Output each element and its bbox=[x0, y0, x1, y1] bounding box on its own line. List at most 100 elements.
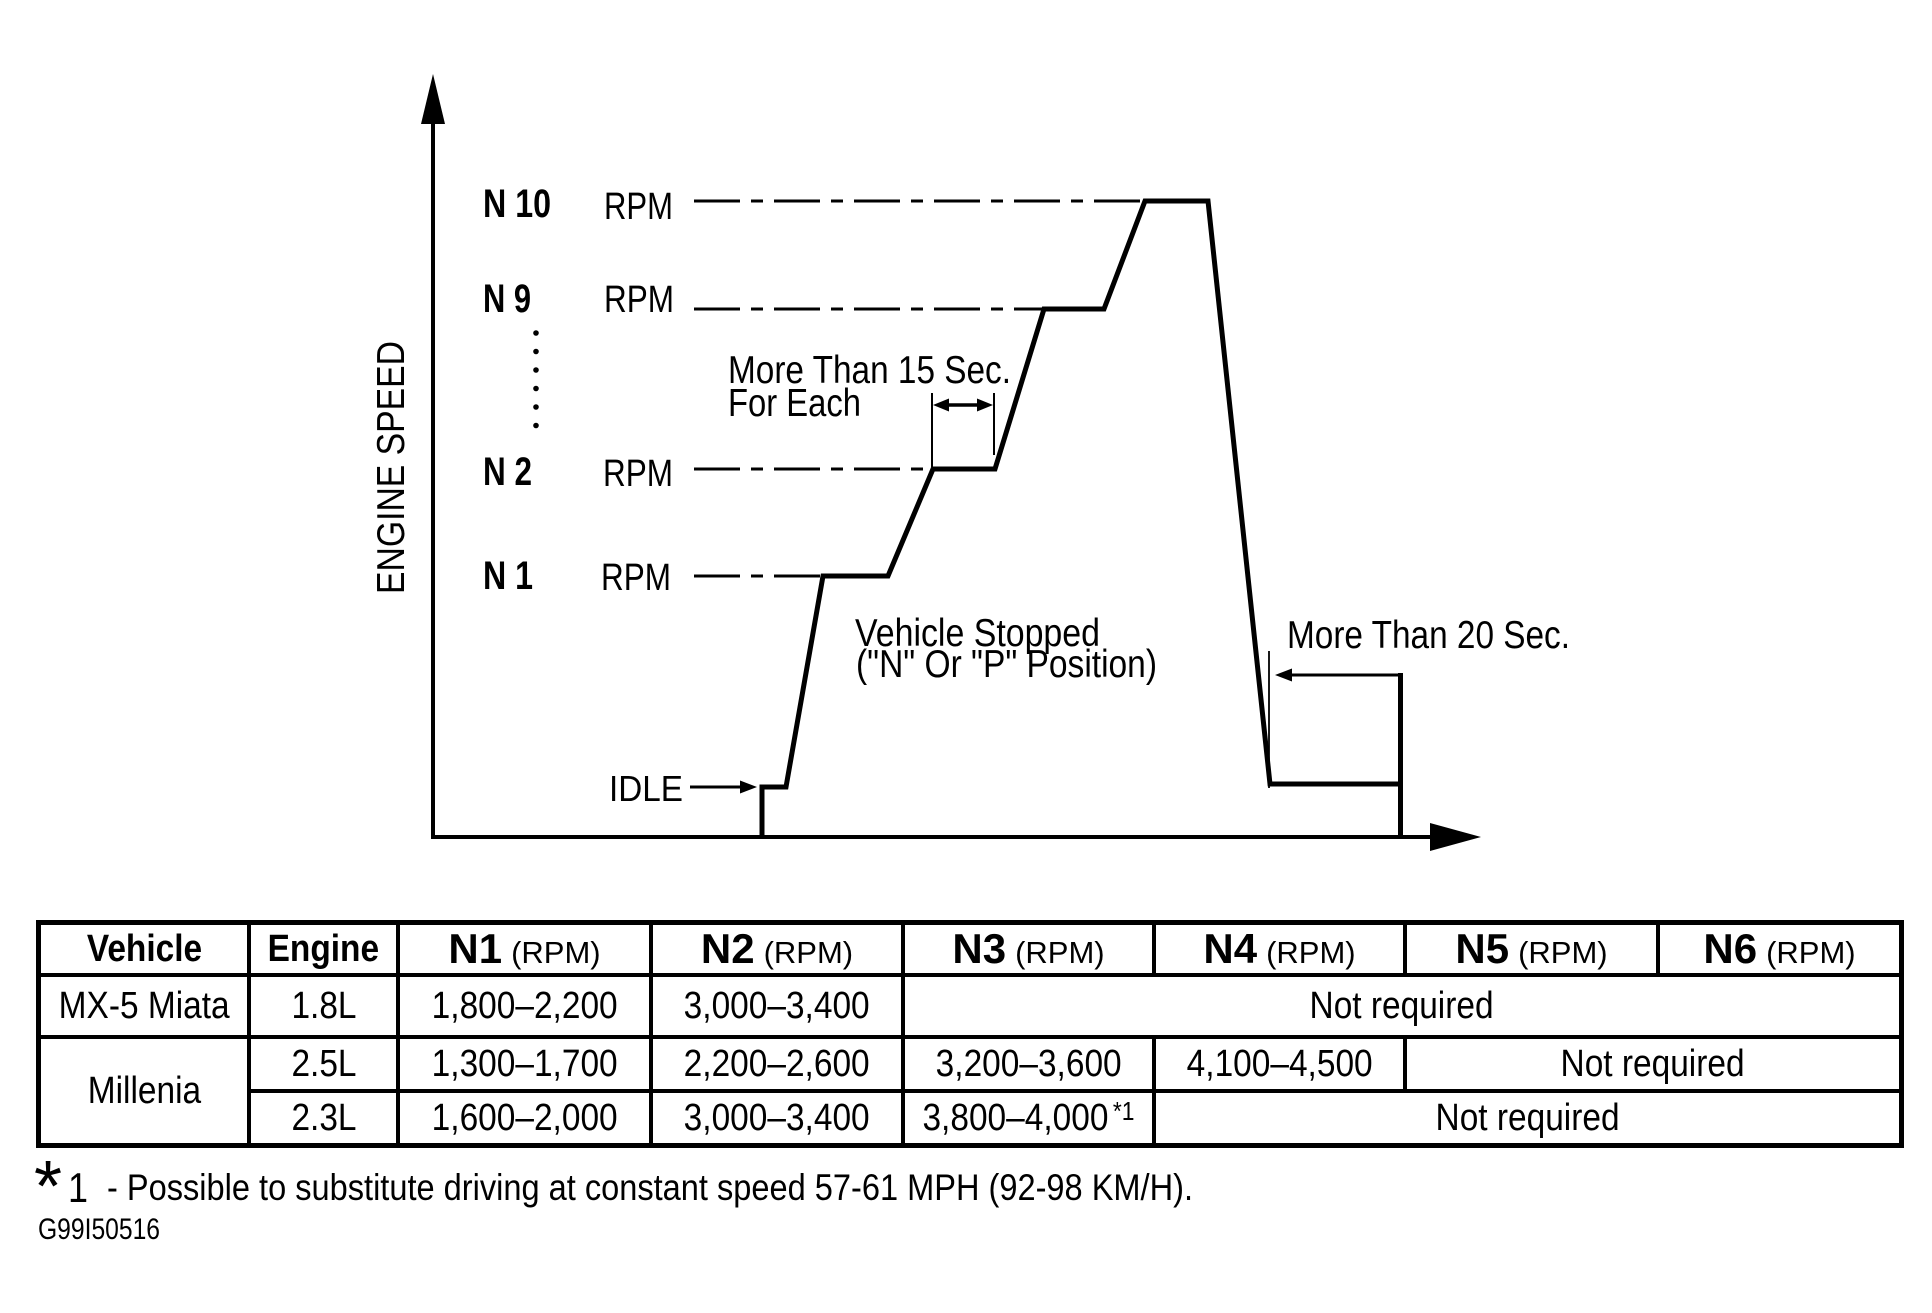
label-n9-unit: RPM bbox=[604, 279, 674, 321]
idle-arrowhead bbox=[740, 780, 757, 794]
step-hold-label-line2: For Each bbox=[728, 382, 861, 425]
step-hold-annotation: More Than 15 Sec. For Each bbox=[728, 349, 1011, 467]
header-n3: N3 (RPM) bbox=[901, 920, 1156, 977]
cell-millenia23-n3: 3,800–4,000 *1 bbox=[901, 1088, 1156, 1148]
cell-mx5-n3-n6: Not required bbox=[901, 972, 1904, 1039]
table-row-millenia-25: Millenia 2.5L 1,300–1,700 2,200–2,600 3,… bbox=[36, 1034, 1904, 1148]
y-axis-label: ENGINE SPEED bbox=[370, 341, 413, 594]
vehicle-stopped-line2: ("N" Or "P" Position) bbox=[856, 643, 1157, 686]
header-n4-label: N4 (RPM) bbox=[1203, 924, 1356, 972]
ellipsis-dot bbox=[533, 330, 539, 336]
header-n5: N5 (RPM) bbox=[1403, 920, 1660, 977]
vehicle-stopped-annotation: Vehicle Stopped ("N" Or "P" Position) bbox=[855, 612, 1157, 686]
millenia23-engine-text: 2.3L bbox=[290, 1096, 357, 1139]
idle-label: IDLE bbox=[609, 768, 683, 809]
header-n2: N2 (RPM) bbox=[649, 920, 905, 977]
y-axis-arrowhead bbox=[421, 74, 445, 124]
mx5-n3-n6-text: Not required bbox=[1309, 984, 1495, 1027]
header-n2-label: N2 (RPM) bbox=[700, 924, 853, 972]
millenia23-n3-text: 3,800–4,000 *1 bbox=[922, 1095, 1135, 1139]
label-n10-unit: RPM bbox=[604, 186, 673, 228]
footnote: * 1 - Possible to substitute driving at … bbox=[34, 1147, 1193, 1227]
label-n1: N 1 bbox=[483, 554, 533, 598]
header-n4-code: N4 bbox=[1203, 924, 1258, 972]
header-n1: N1 (RPM) bbox=[396, 920, 653, 977]
step-hold-label-line1: More Than 15 Sec. bbox=[728, 349, 1011, 392]
millenia23-n2-text: 3,000–3,400 bbox=[684, 1096, 870, 1139]
millenia23-n3-value: 3,800–4,000 bbox=[922, 1096, 1109, 1139]
header-n5-code: N5 bbox=[1455, 924, 1510, 972]
cell-millenia25-engine: 2.5L bbox=[247, 1034, 400, 1093]
ellipsis-dot bbox=[533, 422, 539, 429]
step-hold-arrowhead-left bbox=[933, 398, 949, 412]
cell-millenia25-n3: 3,200–3,600 bbox=[901, 1034, 1156, 1093]
x-axis-arrowhead bbox=[1430, 823, 1481, 851]
footnote-text: - Possible to substitute driving at cons… bbox=[107, 1167, 1193, 1208]
cell-mx5-vehicle: MX-5 Miata bbox=[36, 972, 251, 1039]
cell-millenia23-engine: 2.3L bbox=[247, 1088, 400, 1148]
axes bbox=[421, 74, 1481, 851]
footnote-star: * bbox=[34, 1147, 62, 1227]
header-n1-unit: (RPM) bbox=[511, 934, 601, 970]
header-vehicle: Vehicle bbox=[36, 920, 251, 977]
cell-millenia23-n1: 1,600–2,000 bbox=[396, 1088, 653, 1148]
millenia25-engine-text: 2.5L bbox=[290, 1042, 357, 1085]
ellipsis-dot bbox=[533, 348, 539, 355]
header-engine: Engine bbox=[247, 920, 400, 977]
label-n2-unit: RPM bbox=[603, 453, 673, 495]
header-n2-code: N2 bbox=[700, 924, 755, 972]
header-n1-code: N1 bbox=[448, 924, 503, 972]
step-hold-arrowhead-right bbox=[977, 398, 993, 412]
mx5-engine-text: 1.8L bbox=[290, 984, 357, 1027]
millenia23-n4-n6-text: Not required bbox=[1435, 1096, 1620, 1139]
header-n5-label: N5 (RPM) bbox=[1455, 924, 1608, 972]
header-n1-label: N1 (RPM) bbox=[448, 924, 601, 972]
vehicle-stopped-line1: Vehicle Stopped bbox=[855, 612, 1100, 655]
header-n6-label: N6 (RPM) bbox=[1703, 927, 1856, 970]
header-n3-unit: (RPM) bbox=[1015, 934, 1105, 970]
mx5-n2-text: 3,000–3,400 bbox=[684, 984, 870, 1027]
cell-millenia25-n2: 2,200–2,600 bbox=[649, 1034, 905, 1093]
millenia25-n1-text: 1,300–1,700 bbox=[431, 1042, 618, 1085]
header-n3-code: N3 bbox=[952, 924, 1007, 972]
final-hold-arrowhead bbox=[1275, 668, 1292, 682]
header-n4: N4 (RPM) bbox=[1152, 920, 1407, 977]
idle-annotation: IDLE bbox=[609, 768, 757, 809]
header-n5-unit: (RPM) bbox=[1518, 934, 1608, 970]
engine-speed-curve bbox=[759, 198, 1401, 839]
header-n6-unit: (RPM) bbox=[1766, 934, 1856, 970]
cell-mx5-n2: 3,000–3,400 bbox=[649, 972, 905, 1039]
table-row-millenia-23: 2.3L 1,600–2,000 3,000–3,400 3,800–4,000… bbox=[39, 1088, 1904, 1148]
header-n4-unit: (RPM) bbox=[1266, 934, 1356, 970]
final-hold-label: More Than 20 Sec. bbox=[1287, 614, 1570, 657]
cell-millenia-vehicle: Millenia bbox=[36, 1034, 251, 1148]
ellipsis-dots bbox=[533, 330, 539, 429]
header-engine-label: Engine bbox=[267, 927, 380, 970]
cell-millenia23-n2: 3,000–3,400 bbox=[649, 1088, 905, 1148]
mx5-vehicle-text: MX-5 Miata bbox=[58, 984, 230, 1027]
label-n9: N 9 bbox=[483, 277, 531, 321]
leader-lines bbox=[694, 199, 1146, 578]
millenia25-n2-text: 2,200–2,600 bbox=[684, 1042, 870, 1085]
header-vehicle-label: Vehicle bbox=[86, 927, 202, 970]
level-labels: N 10 RPM N 9 RPM N 2 RPM N 1 RPM bbox=[483, 182, 674, 599]
cell-millenia25-n5-n6: Not required bbox=[1403, 1034, 1904, 1093]
header-n3-label: N3 (RPM) bbox=[952, 924, 1105, 972]
table-row-mx5: MX-5 Miata 1.8L 1,800–2,200 3,000–3,400 … bbox=[36, 972, 1904, 1039]
footnote-num: 1 bbox=[68, 1164, 88, 1211]
header-n6: N6 (RPM) bbox=[1656, 920, 1904, 977]
millenia-vehicle-text: Millenia bbox=[87, 1069, 201, 1112]
final-hold-annotation: More Than 20 Sec. bbox=[1268, 614, 1570, 788]
label-n1-unit: RPM bbox=[601, 557, 671, 599]
millenia25-n5-n6-text: Not required bbox=[1560, 1042, 1746, 1085]
mx5-n1-text: 1,800–2,200 bbox=[431, 984, 618, 1027]
millenia23-n3-footnote-marker: *1 bbox=[1112, 1095, 1135, 1126]
ellipsis-dot bbox=[533, 367, 539, 373]
millenia25-n4-text: 4,100–4,500 bbox=[1186, 1042, 1373, 1085]
ellipsis-dot bbox=[533, 404, 539, 410]
ellipsis-dot bbox=[533, 385, 539, 392]
label-n10: N 10 bbox=[483, 182, 551, 226]
cell-millenia25-n1: 1,300–1,700 bbox=[396, 1034, 653, 1093]
